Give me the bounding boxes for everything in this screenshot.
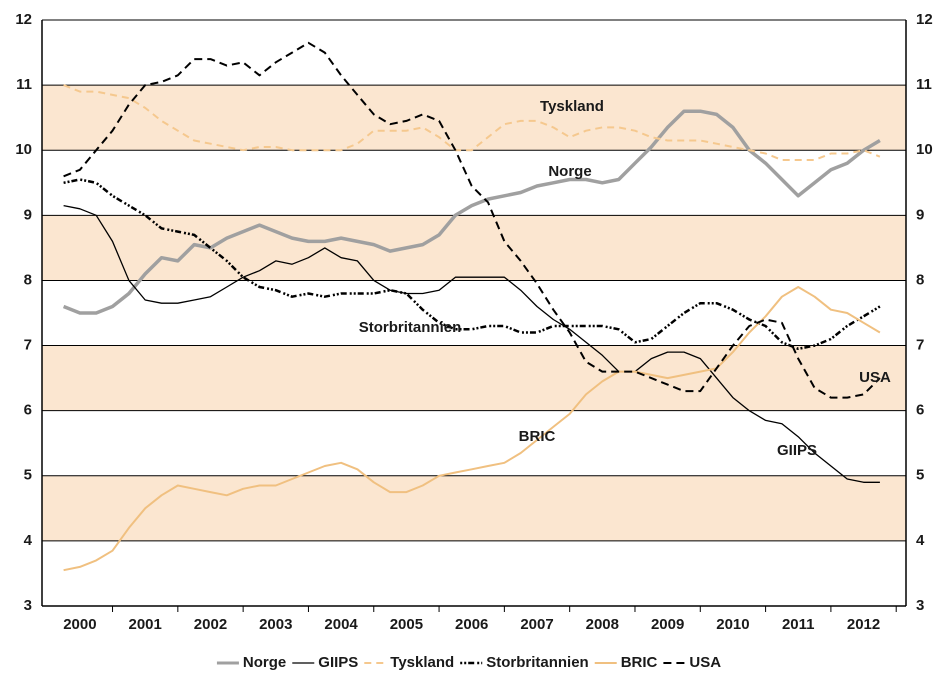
y2-tick-label: 8 bbox=[916, 271, 924, 288]
y2-tick-label: 11 bbox=[916, 76, 932, 93]
annotation: BRIC bbox=[519, 428, 556, 445]
legend-label: GIIPS bbox=[318, 654, 358, 671]
x-tick-label: 2010 bbox=[716, 616, 749, 633]
y2-tick-label: 4 bbox=[916, 532, 925, 549]
y2-tick-label: 9 bbox=[916, 206, 924, 223]
y-tick-label: 6 bbox=[24, 402, 32, 419]
x-tick-label: 2009 bbox=[651, 616, 684, 633]
y2-tick-label: 7 bbox=[916, 337, 924, 354]
y2-tick-label: 12 bbox=[916, 11, 933, 28]
annotation: Storbritannien bbox=[359, 319, 462, 336]
band bbox=[42, 345, 906, 411]
series-line bbox=[62, 109, 881, 315]
annotation: Tyskland bbox=[540, 98, 604, 115]
x-tick-label: 2001 bbox=[128, 616, 161, 633]
annotation: USA bbox=[859, 369, 891, 386]
y2-tick-label: 3 bbox=[916, 597, 924, 614]
series-line bbox=[63, 204, 880, 483]
y-tick-label: 8 bbox=[24, 271, 32, 288]
x-tick-label: 2011 bbox=[782, 616, 815, 633]
legend-label: BRIC bbox=[621, 654, 658, 671]
y2-tick-label: 10 bbox=[916, 141, 933, 158]
series-line bbox=[63, 178, 881, 351]
y-tick-label: 10 bbox=[15, 141, 32, 158]
y-tick-label: 11 bbox=[16, 76, 32, 93]
y2-tick-label: 5 bbox=[916, 467, 924, 484]
x-tick-label: 2007 bbox=[520, 616, 553, 633]
legend-label: Storbritannien bbox=[486, 654, 589, 671]
y-tick-label: 12 bbox=[15, 11, 32, 28]
annotation: Norge bbox=[548, 163, 591, 180]
x-tick-label: 2004 bbox=[324, 616, 358, 633]
y-tick-label: 9 bbox=[24, 206, 32, 223]
y-tick-label: 7 bbox=[24, 337, 32, 354]
x-tick-label: 2012 bbox=[847, 616, 880, 633]
y-tick-label: 3 bbox=[24, 597, 32, 614]
legend-label: Tyskland bbox=[390, 654, 454, 671]
y-tick-label: 5 bbox=[24, 467, 32, 484]
x-tick-label: 2005 bbox=[390, 616, 423, 633]
x-tick-label: 2006 bbox=[455, 616, 488, 633]
y-tick-label: 4 bbox=[24, 532, 33, 549]
legend-label: Norge bbox=[243, 654, 286, 671]
x-tick-label: 2002 bbox=[194, 616, 227, 633]
band bbox=[42, 475, 906, 541]
x-tick-label: 2008 bbox=[586, 616, 619, 633]
x-tick-label: 2003 bbox=[259, 616, 292, 633]
series-line bbox=[63, 84, 881, 161]
series-line bbox=[63, 41, 881, 399]
annotation: GIIPS bbox=[777, 442, 817, 459]
y2-tick-label: 6 bbox=[916, 402, 924, 419]
legend-label: USA bbox=[689, 654, 721, 671]
legend: Norge GIIPS Tyskland Storbritannien BRIC USA bbox=[216, 654, 721, 671]
x-tick-label: 2000 bbox=[63, 616, 96, 633]
series-line bbox=[63, 286, 881, 572]
band bbox=[42, 215, 906, 281]
band bbox=[42, 85, 906, 151]
